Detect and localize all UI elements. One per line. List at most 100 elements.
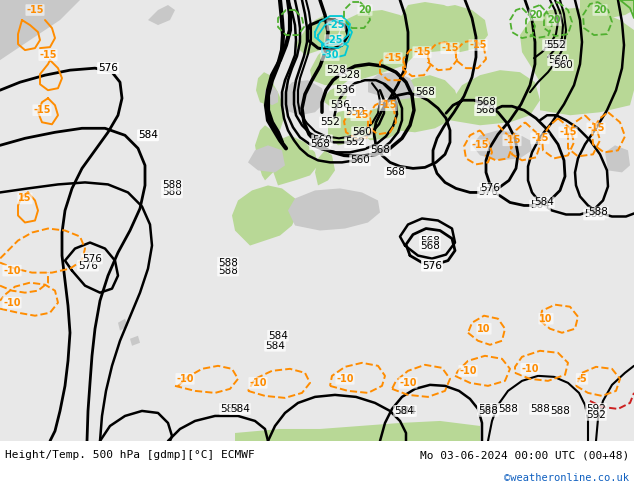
Text: -25: -25 xyxy=(325,35,343,45)
Text: 568: 568 xyxy=(475,105,495,115)
Text: -10: -10 xyxy=(459,366,477,376)
Text: 588: 588 xyxy=(550,406,570,416)
Text: 568: 568 xyxy=(420,241,440,250)
Text: 568: 568 xyxy=(310,139,330,149)
Text: 584: 584 xyxy=(265,341,285,351)
Text: -15: -15 xyxy=(503,135,521,146)
Polygon shape xyxy=(400,2,468,52)
Text: 552: 552 xyxy=(543,40,563,50)
Text: 584: 584 xyxy=(230,404,250,414)
Text: 20: 20 xyxy=(593,5,607,15)
Text: 552: 552 xyxy=(345,107,365,117)
Text: 560: 560 xyxy=(350,155,370,165)
Text: -10: -10 xyxy=(336,374,354,384)
Text: 576: 576 xyxy=(478,188,498,197)
Polygon shape xyxy=(130,336,140,346)
Text: -15: -15 xyxy=(441,43,459,53)
Text: 528: 528 xyxy=(326,65,346,75)
Polygon shape xyxy=(328,108,370,146)
Text: -15: -15 xyxy=(471,140,489,150)
Polygon shape xyxy=(580,0,634,25)
Text: 576: 576 xyxy=(480,183,500,194)
Text: -10: -10 xyxy=(3,298,21,308)
Polygon shape xyxy=(256,72,274,105)
Text: 20: 20 xyxy=(529,10,543,20)
Text: 568: 568 xyxy=(476,97,496,107)
Text: -15: -15 xyxy=(26,5,44,15)
Polygon shape xyxy=(605,146,630,172)
Polygon shape xyxy=(340,10,418,80)
Text: 588: 588 xyxy=(498,404,518,414)
Text: 588: 588 xyxy=(162,188,182,197)
Text: 568: 568 xyxy=(385,168,405,177)
Text: 576: 576 xyxy=(78,261,98,270)
Polygon shape xyxy=(118,318,128,331)
Text: 584: 584 xyxy=(534,197,554,207)
Text: 576: 576 xyxy=(82,254,102,264)
Polygon shape xyxy=(0,0,80,60)
Text: Mo 03-06-2024 00:00 UTC (00+48): Mo 03-06-2024 00:00 UTC (00+48) xyxy=(420,450,629,460)
Text: 588: 588 xyxy=(218,266,238,275)
Polygon shape xyxy=(368,72,415,100)
Text: -15: -15 xyxy=(351,110,369,120)
Polygon shape xyxy=(520,8,634,115)
Text: 588: 588 xyxy=(162,180,182,191)
Polygon shape xyxy=(288,189,380,230)
Polygon shape xyxy=(450,70,540,125)
Text: 576: 576 xyxy=(422,261,442,270)
Text: -10: -10 xyxy=(521,364,539,374)
Text: 588: 588 xyxy=(584,210,604,220)
Text: Height/Temp. 500 hPa [gdmp][°C] ECMWF: Height/Temp. 500 hPa [gdmp][°C] ECMWF xyxy=(5,450,255,460)
Text: 536: 536 xyxy=(330,100,350,110)
Polygon shape xyxy=(360,105,405,140)
Text: -15: -15 xyxy=(559,127,577,137)
Text: -10: -10 xyxy=(176,374,194,384)
Text: 588: 588 xyxy=(530,404,550,414)
Text: -15: -15 xyxy=(469,40,487,50)
Text: 584: 584 xyxy=(138,130,158,140)
Text: 588: 588 xyxy=(478,404,498,414)
Text: 584: 584 xyxy=(268,331,288,341)
Polygon shape xyxy=(255,125,280,180)
Text: 584: 584 xyxy=(396,406,416,416)
Polygon shape xyxy=(472,130,532,160)
Polygon shape xyxy=(322,85,348,110)
Text: 588: 588 xyxy=(218,258,238,268)
Polygon shape xyxy=(148,5,175,25)
Text: 584: 584 xyxy=(220,404,240,414)
Text: -15: -15 xyxy=(531,133,549,143)
Text: 20: 20 xyxy=(547,15,560,25)
Polygon shape xyxy=(248,146,285,172)
Text: -10: -10 xyxy=(399,378,417,388)
Text: 568: 568 xyxy=(415,87,435,97)
Polygon shape xyxy=(315,150,335,185)
Text: 568: 568 xyxy=(370,146,390,155)
Text: 576: 576 xyxy=(98,63,118,73)
Text: 560: 560 xyxy=(352,127,372,137)
Text: -5: -5 xyxy=(577,374,587,384)
Text: 536: 536 xyxy=(335,85,355,95)
Text: 588: 588 xyxy=(478,406,498,416)
Polygon shape xyxy=(272,135,318,185)
Text: 584: 584 xyxy=(394,406,414,416)
Text: 592: 592 xyxy=(586,410,606,420)
Text: -15: -15 xyxy=(379,100,397,110)
Text: 552: 552 xyxy=(345,137,365,147)
Polygon shape xyxy=(0,0,634,441)
Text: 15: 15 xyxy=(18,194,32,203)
Text: ©weatheronline.co.uk: ©weatheronline.co.uk xyxy=(504,473,629,483)
Text: 10: 10 xyxy=(477,324,491,334)
Polygon shape xyxy=(232,185,298,245)
Polygon shape xyxy=(282,80,325,115)
Text: 552: 552 xyxy=(320,117,340,127)
Text: -15: -15 xyxy=(413,47,430,57)
Text: 528: 528 xyxy=(340,70,360,80)
Polygon shape xyxy=(265,85,278,105)
Text: 592: 592 xyxy=(586,404,606,414)
Text: 560: 560 xyxy=(553,60,573,70)
Text: 588: 588 xyxy=(588,207,608,218)
Text: 584: 584 xyxy=(138,130,158,140)
Polygon shape xyxy=(262,80,285,130)
Text: 576: 576 xyxy=(422,261,442,270)
Text: 568: 568 xyxy=(420,236,440,245)
